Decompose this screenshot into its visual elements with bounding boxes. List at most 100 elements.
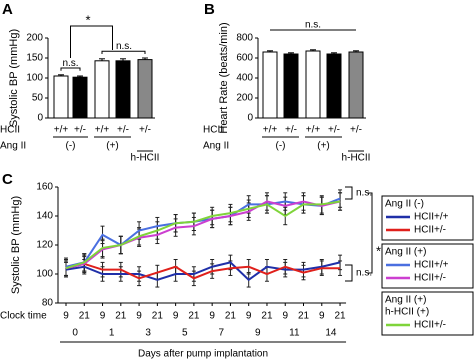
x-tick-label: +/- (350, 125, 362, 136)
legend-label: HCII+/+ (414, 212, 449, 223)
row-label: Clock time (0, 311, 47, 322)
y-tick-label: 200 (236, 93, 253, 104)
x-tick-label: +/+ (54, 125, 69, 136)
legend-label: HCII+/- (414, 320, 446, 331)
x-tick-label: +/+ (306, 125, 321, 136)
y-tick-label: 200 (26, 33, 43, 44)
row-label: HCII (0, 125, 20, 136)
day-label: 5 (182, 328, 188, 339)
x-tick-label: 9 (173, 311, 179, 322)
y-tick-label: 100 (36, 269, 53, 280)
day-label: 1 (109, 328, 115, 339)
day-label: 0 (72, 328, 78, 339)
series-line (65, 200, 341, 270)
x-axis-label: Days after pump implantation (138, 349, 268, 360)
legend-group-title: h-HCII (+) (385, 307, 429, 318)
y-tick-label: 400 (236, 73, 253, 84)
bar (283, 53, 299, 119)
day-label: 7 (219, 328, 225, 339)
bracket (345, 186, 353, 200)
x-tick-label: 9 (282, 311, 288, 322)
y-axis-label: Systolic BP (mmHg) (8, 29, 20, 127)
legend-label: HCII+/- (414, 225, 446, 236)
x-tick-label: 21 (188, 311, 200, 322)
annotation: n.s. (116, 41, 132, 52)
annotation: n.s. (356, 268, 372, 279)
group-label: (+) (106, 141, 119, 152)
y-tick-label: 150 (26, 53, 43, 64)
legend-box (381, 195, 474, 241)
x-tick-label: +/- (285, 125, 297, 136)
x-tick-label: +/+ (95, 125, 110, 136)
x-tick-label: 21 (334, 311, 346, 322)
annotation: n.s. (62, 58, 78, 69)
x-tick-label: +/+ (263, 125, 278, 136)
x-tick-label: 9 (63, 311, 69, 322)
x-tick-label: 21 (261, 311, 273, 322)
y-tick-label: 0 (37, 113, 43, 124)
annotation: * (85, 13, 90, 28)
x-tick-label: +/- (117, 125, 129, 136)
row-label: Ang II (203, 141, 229, 152)
legend-group-title: Ang II (-) (385, 199, 424, 210)
group-label: (+) (317, 141, 330, 152)
x-tick-label: 9 (319, 311, 325, 322)
day-label: 14 (325, 328, 337, 339)
series-line (65, 262, 341, 280)
y-axis-label: Heart Rate (beats/min) (218, 22, 230, 133)
group-label: (-) (66, 141, 76, 152)
legend-group-title: Ang II (+) (385, 295, 426, 306)
y-tick-label: 80 (42, 298, 54, 309)
bar (326, 53, 342, 119)
panel-label: C (2, 171, 13, 188)
bracket (70, 25, 113, 58)
legend-group-title: Ang II (+) (385, 247, 426, 258)
y-tick-label: 50 (32, 93, 44, 104)
x-tick-label: 9 (100, 311, 106, 322)
annotation: n.s. (305, 20, 321, 31)
y-tick-label: 800 (236, 33, 253, 44)
annotation: * (376, 243, 381, 258)
y-tick-label: 600 (236, 53, 253, 64)
bracket (101, 50, 146, 54)
y-axis-label: Systolic BP (mmHg) (10, 196, 22, 294)
legend-box (381, 243, 474, 289)
annotation: n.s. (356, 188, 372, 199)
legend-box (381, 291, 474, 336)
panel-label: B (204, 1, 215, 18)
x-tick-label: 21 (298, 311, 310, 322)
legend-label: HCII+/- (414, 273, 446, 284)
bar (94, 60, 110, 119)
x-tick-label: +/- (328, 125, 340, 136)
x-tick-label: 9 (246, 311, 252, 322)
group-label: (-) (276, 141, 286, 152)
panel-label: A (2, 1, 13, 18)
bracket (60, 67, 81, 71)
bar (137, 59, 153, 119)
series-line (65, 197, 341, 268)
row-label: HCII (203, 125, 223, 136)
row-label: Ang II (0, 141, 26, 152)
day-label: 9 (255, 328, 261, 339)
x-tick-label: 9 (136, 311, 142, 322)
bar (305, 50, 321, 119)
group-label: h-HCII (131, 153, 160, 164)
series-line (65, 200, 341, 270)
bracket (345, 264, 353, 282)
day-label: 11 (289, 328, 300, 339)
bracket (367, 192, 373, 274)
x-tick-label: 21 (225, 311, 237, 322)
x-tick-label: 21 (115, 311, 127, 322)
y-tick-label: 160 (36, 182, 53, 193)
x-tick-label: 9 (209, 311, 215, 322)
bar (262, 51, 278, 119)
bar (348, 51, 364, 119)
bar (72, 76, 88, 119)
x-tick-label: +/- (74, 125, 86, 136)
y-tick-label: 0 (247, 113, 253, 124)
bar (115, 60, 131, 119)
legend-label: HCII+/+ (414, 260, 449, 271)
day-label: 3 (145, 328, 151, 339)
group-label: h-HCII (342, 153, 371, 164)
